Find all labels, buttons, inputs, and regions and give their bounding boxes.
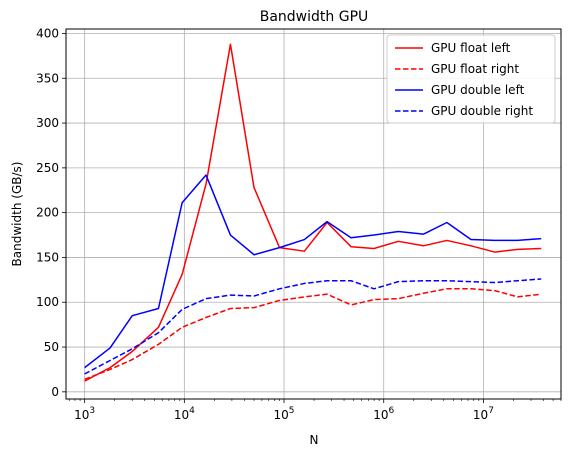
y-tick-label: 0 bbox=[51, 385, 59, 399]
series-line bbox=[84, 43, 542, 382]
y-axis-label: Bandwidth (GB/s) bbox=[10, 162, 24, 267]
y-tick-label: 200 bbox=[36, 206, 59, 220]
x-tick-label: 104 bbox=[174, 406, 195, 422]
y-tick-label: 150 bbox=[36, 250, 59, 264]
y-tick-label: 300 bbox=[36, 116, 59, 130]
series-line bbox=[84, 278, 542, 375]
x-tick-label: 103 bbox=[74, 406, 95, 422]
series-line bbox=[84, 288, 542, 380]
x-axis-label: N bbox=[310, 433, 319, 447]
x-tick-label: 105 bbox=[274, 406, 295, 422]
chart-title: Bandwidth GPU bbox=[260, 9, 369, 25]
y-tick-label: 100 bbox=[36, 295, 59, 309]
legend: GPU float left GPU float right GPU double … bbox=[386, 34, 556, 124]
legend-box bbox=[386, 34, 556, 124]
x-tick-label: 107 bbox=[473, 406, 494, 422]
y-tick-label: 50 bbox=[44, 340, 59, 354]
legend-label: GPU float left bbox=[431, 41, 511, 55]
series-lines bbox=[84, 43, 542, 382]
plot-frame bbox=[65, 28, 562, 400]
series-line bbox=[84, 174, 542, 369]
y-tick-label: 350 bbox=[36, 71, 59, 85]
legend-label: GPU float right bbox=[431, 62, 519, 76]
axis-ticks: 103 104 105 106 107 0 50 100 150 200 250 300 350 400 bbox=[36, 26, 562, 422]
y-tick-label: 400 bbox=[36, 26, 59, 40]
legend-label: GPU double right bbox=[431, 104, 533, 118]
x-tick-label: 106 bbox=[373, 406, 394, 422]
legend-label: GPU double left bbox=[431, 83, 525, 97]
y-tick-label: 250 bbox=[36, 161, 59, 175]
